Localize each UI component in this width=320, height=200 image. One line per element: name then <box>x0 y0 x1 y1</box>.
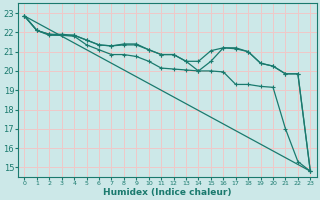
X-axis label: Humidex (Indice chaleur): Humidex (Indice chaleur) <box>103 188 232 197</box>
